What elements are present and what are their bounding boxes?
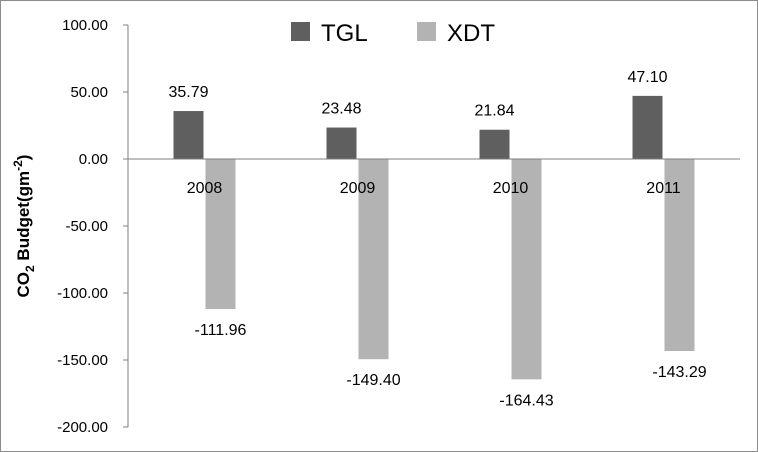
- y-tick-label: -150.00: [57, 352, 108, 369]
- data-label: 21.84: [474, 103, 514, 120]
- x-tick-label: 2010: [493, 180, 529, 197]
- bar-tgl-2010: [479, 129, 510, 159]
- bar-xdt-2010: [511, 159, 542, 380]
- y-tick-label: -50.00: [65, 218, 108, 235]
- legend-label-xdt: XDT: [447, 20, 495, 47]
- legend-label-tgl: TGL: [321, 20, 368, 47]
- x-tick-label: 2011: [646, 180, 681, 197]
- y-axis-title-part: 2: [23, 265, 37, 272]
- data-label: 23.48: [321, 101, 361, 118]
- x-tick-label: 2008: [187, 180, 223, 197]
- bar-xdt-2011: [664, 159, 695, 352]
- y-axis-title-part: -2: [11, 160, 25, 171]
- bar-tgl-2008: [173, 111, 204, 159]
- x-tick-label: 2009: [340, 180, 376, 197]
- y-tick-label: -200.00: [57, 419, 108, 436]
- bar-xdt-2008: [205, 159, 236, 310]
- data-label: 47.10: [627, 69, 667, 86]
- bar-tgl-2011: [632, 95, 663, 159]
- y-axis-title-part: Budget(gm: [14, 171, 33, 265]
- legend-swatch-xdt: [417, 22, 436, 41]
- bar-tgl-2009: [326, 127, 357, 159]
- y-tick-label: -100.00: [57, 285, 108, 302]
- data-label: -164.43: [499, 392, 553, 409]
- data-label: -149.40: [346, 372, 400, 389]
- y-tick-label: 50.00: [70, 84, 108, 101]
- y-axis-title: CO2 Budget(gm-2): [11, 155, 37, 298]
- bar-xdt-2009: [358, 159, 389, 360]
- data-label: 35.79: [168, 84, 208, 101]
- y-tick-label: 0.00: [79, 151, 108, 168]
- y-axis-title-part: CO: [14, 272, 33, 298]
- y-tick-label: 100.00: [62, 17, 108, 34]
- data-label: -143.29: [652, 364, 706, 381]
- data-label: -111.96: [195, 322, 247, 339]
- y-axis-title-part: ): [14, 155, 33, 161]
- legend-swatch-tgl: [291, 22, 310, 41]
